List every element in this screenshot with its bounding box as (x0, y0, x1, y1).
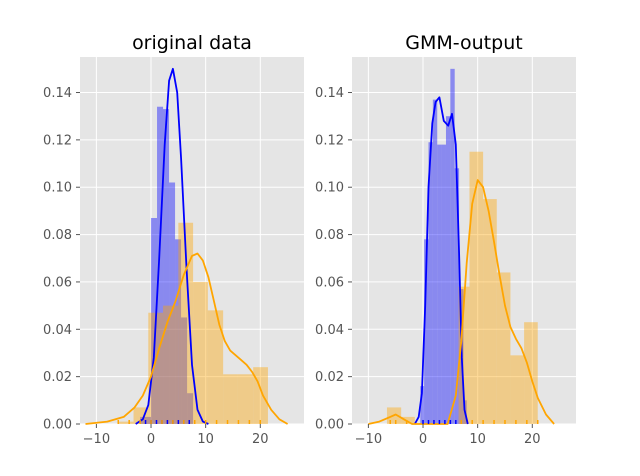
histogram-bar-blue (157, 106, 164, 424)
histogram-bar-orange (458, 286, 470, 424)
kde-line-blue (135, 67, 209, 425)
y-tick-label: 0.00 (43, 418, 72, 433)
kde-line-orange (85, 252, 289, 425)
histogram-bar-blue (450, 68, 455, 424)
y-tick-label: 0.02 (315, 370, 344, 385)
y-tick-label: 0.02 (43, 370, 72, 385)
histogram-bar-blue (163, 109, 170, 424)
kde-line-orange (368, 179, 555, 425)
y-tick-label: 0.10 (43, 181, 72, 196)
histogram-bar-blue (420, 386, 425, 424)
x-tick-label: −10 (355, 432, 382, 447)
histogram-bar-orange (178, 222, 194, 424)
histogram-bar-blue (187, 393, 194, 424)
histogram-bar-blue (175, 239, 182, 424)
y-tick-label: 0.06 (315, 275, 344, 290)
histogram-bar-orange (510, 355, 525, 424)
y-tick-label: 0.00 (315, 418, 344, 433)
y-tick-label: 0.04 (315, 323, 344, 338)
y-tick-label: 0.08 (315, 228, 344, 243)
y-tick-label: 0.14 (315, 86, 344, 101)
histogram-bar-orange (148, 312, 164, 424)
histogram-bar-orange (163, 305, 179, 424)
histogram-bar-blue (441, 144, 446, 424)
y-tick-label: 0.12 (43, 133, 72, 148)
x-tick-label: 20 (524, 432, 541, 447)
histogram-bar-orange (401, 416, 415, 424)
histogram-bar-orange (118, 421, 134, 424)
y-tick-label: 0.12 (315, 133, 344, 148)
y-tick-label: 0.06 (43, 275, 72, 290)
y-tick-label: 0.14 (43, 86, 72, 101)
x-tick-label: 0 (419, 432, 427, 447)
histogram-bar-blue (445, 116, 451, 425)
y-tick-label: 0.04 (43, 323, 72, 338)
panel-original-data: 0.00 0.02 0.04 0.06 0.08 0.10 0.12 0.14 −10 0 10 20… (43, 32, 304, 447)
plot-area (352, 57, 576, 424)
histogram-bar-orange (133, 407, 149, 424)
histogram-bar-orange (223, 374, 238, 424)
histogram-bar-orange (524, 322, 538, 424)
x-tick-label: −10 (83, 432, 110, 447)
y-tick-label: 0.08 (43, 228, 72, 243)
chart-title: original data (132, 32, 252, 54)
y-tick-label: 0.10 (315, 181, 344, 196)
x-tick-label: 0 (147, 432, 155, 447)
x-tick-label: 20 (252, 432, 269, 447)
histogram-bar-orange (207, 310, 224, 424)
kde-line-blue (414, 96, 469, 425)
histogram-bar-orange (237, 374, 254, 424)
panel-gmm-output: 0.00 0.02 0.04 0.06 0.08 0.10 0.12 0.14 −10 0 10 20… (315, 32, 576, 447)
chart-title: GMM-output (405, 32, 522, 54)
x-tick-label: 10 (197, 432, 214, 447)
histogram-bar-blue (454, 168, 460, 424)
histogram-bar-blue (428, 142, 433, 424)
x-tick-label: 10 (469, 432, 486, 447)
histogram-bar-blue (181, 317, 188, 424)
histogram-bar-blue (169, 182, 176, 424)
histogram-bar-orange (253, 367, 268, 424)
histogram-bar-blue (151, 218, 158, 424)
histogram-bar-orange (469, 151, 484, 425)
histogram-bar-blue (432, 99, 438, 424)
histogram-bar-blue (424, 239, 429, 424)
histogram-bar-blue (437, 144, 442, 424)
histogram-bar-orange (193, 281, 208, 424)
histogram-bar-orange (483, 199, 497, 424)
